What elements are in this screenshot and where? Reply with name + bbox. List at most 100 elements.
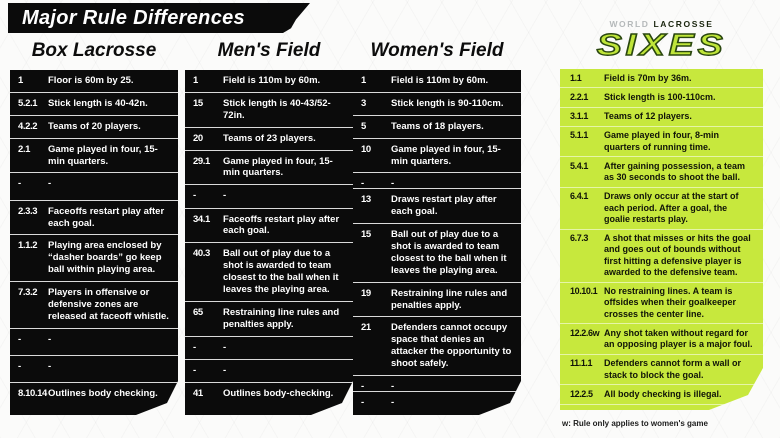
rule-number: - [193,364,196,376]
rule-number: - [361,396,364,408]
rule-row: 4.2.2 Teams of 20 players. [10,116,178,139]
rule-number: 20 [193,132,203,144]
rule-text: A shot that misses or hits the goal and … [604,233,751,277]
rule-row: 21 Defenders cannot occupy space that de… [353,317,521,376]
rule-text: Game played in four, 15-min quarters. [391,143,501,167]
rule-number: 11.1.1 [570,358,593,369]
rule-row: 19 Restraining line rules and penalties … [353,283,521,318]
rule-text: Stick length is 40-43/52-72in. [223,97,331,121]
rule-number: 40.3 [193,248,210,260]
rule-row: - - [185,337,353,360]
rule-row: 1.1.2 Playing area enclosed by “dasher b… [10,235,178,282]
rule-row: 5.4.1 After gaining possession, a team a… [560,157,763,188]
rule-row: 40.3 Ball out of play due to a shot is a… [185,243,353,302]
rule-number: - [18,360,21,372]
box-lacrosse-column: 1 Floor is 60m by 25. 5.2.1 Stick length… [10,70,178,415]
rule-row: 5 Teams of 18 players. [353,116,521,139]
rule-text: - [48,360,52,372]
rule-row: 6.4.1 Draws only occur at the start of e… [560,188,763,230]
rule-text: Ball out of play due to a shot is awarde… [223,248,339,295]
womens-rule-footnote: w: Rule only applies to women's game [562,419,708,428]
rule-row: 10 Game played in four, 15-min quarters. [353,139,521,174]
rule-text: - [223,341,227,353]
rule-row: 34.1 Faceoffs restart play after each go… [185,209,353,244]
world-lacrosse-wordmark: WORLD LACROSSE [560,20,763,29]
rule-number: 2.1 [18,143,31,155]
rule-text: Defenders cannot form a wall or stack to… [604,358,742,380]
rule-text: All body checking is illegal. [604,388,722,399]
rule-text: Restraining line rules and penalties app… [223,306,340,330]
column-header-mens-field: Men's Field [217,40,321,61]
rule-text: - [48,333,52,345]
rule-text: Game played in four, 8-min quarters of r… [604,130,720,152]
rule-row: 15 Ball out of play due to a shot is awa… [353,224,521,283]
rule-text: - [391,380,395,392]
rule-number: 65 [193,306,203,318]
rule-number: 1.1 [570,72,582,83]
rule-row: 11.1.1 Defenders cannot form a wall or s… [560,355,763,386]
rule-number: 5.4.1 [570,160,589,171]
rule-number: 5.1.1 [570,130,589,141]
rule-row: 13 Draws restart play after each goal. [353,189,521,224]
title-banner: Major Rule Differences [8,3,310,33]
rule-text: Game played in four, 15-min quarters. [48,143,158,167]
rule-number: - [18,333,21,345]
rule-row: 65 Restraining line rules and penalties … [185,302,353,337]
rule-row: 1 Field is 110m by 60m. [185,70,353,93]
rule-number: 5 [361,120,366,132]
rule-number: - [361,380,364,392]
rule-row: - - [353,173,521,189]
rule-row: 3.1.1 Teams of 12 players. [560,108,763,127]
rule-text: Playing area enclosed by “dasher boards”… [48,240,162,276]
rule-row: - - [10,173,178,200]
womens-field-column: 1 Field is 110m by 60m. 3 Stick length i… [353,70,521,415]
rule-number: 12.2.5 [570,388,593,399]
rule-number: 10 [361,143,371,155]
rule-row: 1.1 Field is 70m by 36m. [560,69,763,88]
rule-number: 6.7.3 [570,233,589,243]
rule-row: 1 Field is 110m by 60m. [353,70,521,93]
rule-text: Teams of 18 players. [391,120,484,132]
rule-text: Stick length is 100-110cm. [604,91,716,102]
rule-row: - - [185,185,353,208]
rule-number: 15 [361,229,371,241]
rule-text: Ball out of play due to a shot is awarde… [391,229,507,276]
rule-number: 19 [361,287,371,299]
rule-number: 1 [18,75,23,86]
rule-row: 29.1 Game played in four, 15-min quarter… [185,151,353,186]
column-header-box-lacrosse: Box Lacrosse [31,40,157,61]
rule-text: Outlines body-checking. [223,388,334,400]
rule-row: 2.3.3 Faceoffs restart play after each g… [10,201,178,236]
rule-number: 12.2.6w [570,327,600,338]
rule-number: - [193,341,196,353]
rule-text: Restraining line rules and penalties app… [391,287,508,311]
rule-text: Draws restart play after each goal. [391,194,497,218]
rule-number: 3 [361,97,366,109]
rule-text: Faceoffs restart play after each goal. [223,213,340,237]
rule-row: 12.2.6w Any shot taken without regard fo… [560,324,763,355]
rule-text: Field is 110m by 60m. [223,75,321,86]
rule-number: - [193,190,196,202]
rule-text: Field is 70m by 36m. [604,72,692,83]
rule-number: 21 [361,322,371,334]
rule-text: Stick length is 90-110cm. [391,97,504,109]
rule-text: Players in offensive or defensive zones … [48,287,169,322]
rule-row: 20 Teams of 23 players. [185,128,353,151]
rule-number: 15 [193,97,203,109]
rule-number: 13 [361,194,371,206]
rule-row: 8.10.14 Outlines body checking. [10,383,178,405]
rule-text: No restraining lines. A team is offsides… [604,286,737,319]
rule-text: Outlines body checking. [48,388,158,400]
rule-row: 2.1 Game played in four, 15-min quarters… [10,139,178,174]
rule-row: 6.7.3 A shot that misses or hits the goa… [560,230,763,283]
rule-text: Faceoffs restart play after each goal. [48,205,165,229]
rule-row: 1 Floor is 60m by 25. [10,70,178,93]
rule-row: 5.2.1 Stick length is 40-42n. [10,93,178,116]
rule-text: - [223,190,227,202]
rule-text: Field is 110m by 60m. [391,75,489,86]
rule-number: 4.2.2 [18,120,38,132]
world-label: WORLD [609,19,650,29]
rule-number: 2.3.3 [18,205,38,217]
rule-number: - [18,178,21,190]
